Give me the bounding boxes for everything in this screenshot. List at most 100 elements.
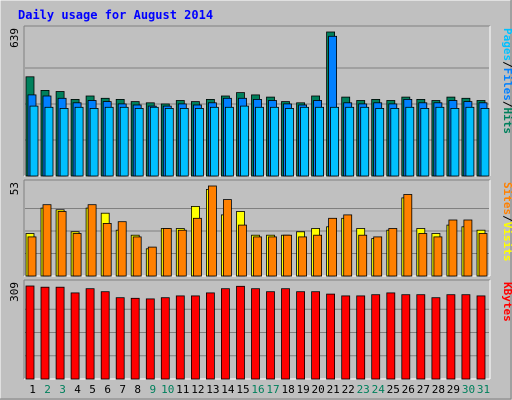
legend-entry: / [501, 61, 512, 68]
legend-entry: Files [501, 68, 512, 101]
kbytes-bar [251, 288, 260, 380]
kbytes-bar [311, 291, 321, 380]
sites-bar [162, 228, 172, 277]
day-label: 24 [372, 383, 386, 396]
legend: Pages/Files/Hits [501, 28, 512, 134]
y-max-label: 639 [8, 28, 21, 48]
kbytes-bar [296, 291, 306, 380]
pages-bar [240, 105, 249, 177]
pages-bar [59, 108, 69, 177]
pages-bar [360, 106, 370, 177]
day-label: 16 [251, 383, 264, 396]
sites-bar [117, 221, 127, 277]
day-label: 5 [89, 383, 96, 396]
day-label: 18 [281, 383, 294, 396]
kbytes-bar [236, 285, 245, 380]
day-label: 8 [134, 383, 141, 396]
sites-bar [343, 214, 353, 277]
y-max-label: 309 [8, 282, 21, 302]
day-axis: 1 2 3 4 5 6 7 8 9 10 11 12 13 14 15 16 17 18 19 20 21 22 23 24 2… [29, 383, 490, 396]
legend-entry: Hits [501, 108, 512, 135]
day-label: 3 [59, 383, 66, 396]
kbytes-bar [281, 288, 290, 380]
pages-bar [194, 108, 204, 177]
kbytes-bar [160, 297, 170, 380]
day-label: 4 [74, 383, 81, 396]
kbytes-bar [476, 295, 486, 380]
sites-bar [87, 204, 97, 277]
pages-bar [300, 106, 310, 177]
legend-entry: / [501, 101, 512, 108]
pages-bar [224, 106, 234, 177]
pages-bar [89, 108, 99, 177]
day-label: 19 [296, 383, 309, 396]
kbytes-bar [70, 292, 80, 380]
pages-bar [255, 106, 264, 177]
day-label: 6 [104, 383, 111, 396]
legend: Sites/Visits [501, 182, 512, 262]
sites-bar [147, 246, 157, 277]
sites-bar [358, 234, 368, 277]
sites-bar [42, 204, 52, 277]
kbytes-bar [371, 294, 381, 380]
day-label: 15 [236, 383, 249, 396]
kbytes-bar [130, 297, 140, 380]
kbytes-bar [55, 286, 65, 380]
pages-bar [270, 106, 279, 177]
kbytes-bar [326, 293, 336, 380]
sites-bar [433, 236, 443, 277]
day-label: 10 [161, 383, 174, 396]
kbytes-bar [220, 288, 230, 380]
legend-entry: Pages [501, 28, 512, 61]
kbytes-bar [190, 295, 200, 380]
kbytes-bar [386, 292, 396, 380]
kbytes-bar [100, 291, 110, 380]
day-label: 23 [357, 383, 370, 396]
sites-bar [283, 234, 292, 277]
sites-bar [298, 236, 308, 277]
sites-bar [72, 233, 82, 277]
day-label: 28 [432, 383, 445, 396]
day-label: 13 [206, 383, 219, 396]
pages-bar [390, 108, 400, 177]
pages-bar [134, 108, 144, 177]
pages-bar [44, 106, 54, 177]
sites-bar [222, 199, 232, 277]
day-label: 25 [387, 383, 400, 396]
pages-bar [119, 106, 129, 177]
sites-bar [102, 222, 112, 277]
day-label: 9 [149, 383, 156, 396]
legend-entry: / [501, 215, 512, 222]
day-label: 31 [477, 383, 490, 396]
sites-bar [448, 219, 458, 277]
day-label: 30 [462, 383, 475, 396]
pages-bar [164, 108, 174, 177]
pages-bar [179, 108, 189, 177]
day-label: 11 [176, 383, 189, 396]
sites-bar [57, 211, 67, 277]
sites-bar [388, 228, 398, 277]
pages-bar [104, 106, 114, 177]
sites-bar [313, 234, 323, 277]
pages-bar [29, 105, 39, 177]
day-label: 7 [119, 383, 126, 396]
pages-bar [465, 106, 475, 177]
kbytes-bar [40, 286, 50, 380]
pages-bar [330, 106, 340, 177]
kbytes-bar [431, 297, 441, 380]
pages-bar [149, 106, 159, 177]
sites-bar [478, 233, 488, 277]
pages-bar [420, 108, 430, 177]
day-label: 12 [191, 383, 204, 396]
sites-bar [268, 236, 277, 277]
legend-entry: KBytes [501, 282, 512, 322]
pages-bar [480, 108, 490, 177]
kbytes-bar [85, 288, 95, 380]
sites-bar [27, 236, 37, 277]
day-label: 17 [266, 383, 279, 396]
pages-bar [285, 108, 294, 177]
day-label: 2 [44, 383, 51, 396]
day-label: 14 [221, 383, 235, 396]
